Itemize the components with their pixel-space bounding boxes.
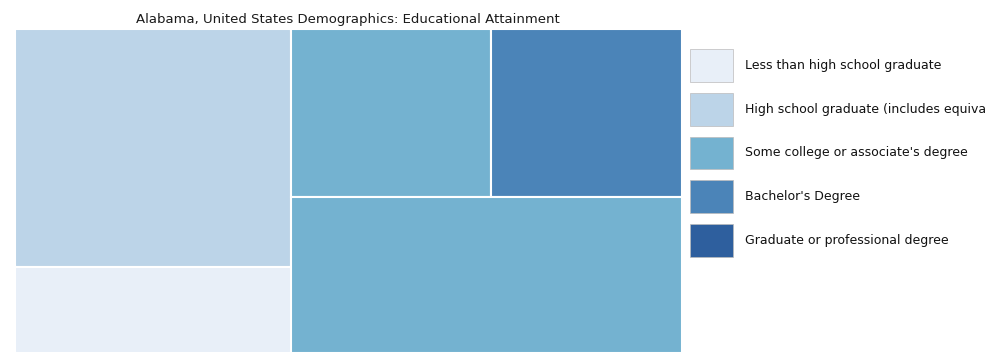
FancyBboxPatch shape bbox=[291, 197, 682, 353]
FancyBboxPatch shape bbox=[690, 136, 733, 169]
FancyBboxPatch shape bbox=[690, 93, 733, 126]
Text: Bachelor's Degree: Bachelor's Degree bbox=[745, 190, 860, 203]
FancyBboxPatch shape bbox=[690, 180, 733, 213]
Text: Some college or associate's degree: Some college or associate's degree bbox=[745, 146, 967, 159]
Text: Alabama, United States Demographics: Educational Attainment: Alabama, United States Demographics: Edu… bbox=[136, 13, 560, 26]
FancyBboxPatch shape bbox=[15, 267, 291, 353]
FancyBboxPatch shape bbox=[15, 29, 291, 267]
FancyBboxPatch shape bbox=[690, 49, 733, 82]
Text: Less than high school graduate: Less than high school graduate bbox=[745, 59, 941, 72]
Text: Graduate or professional degree: Graduate or professional degree bbox=[745, 234, 949, 247]
FancyBboxPatch shape bbox=[291, 29, 492, 197]
Text: High school graduate (includes equivalency): High school graduate (includes equivalen… bbox=[745, 103, 985, 116]
FancyBboxPatch shape bbox=[690, 224, 733, 257]
FancyBboxPatch shape bbox=[492, 29, 682, 197]
